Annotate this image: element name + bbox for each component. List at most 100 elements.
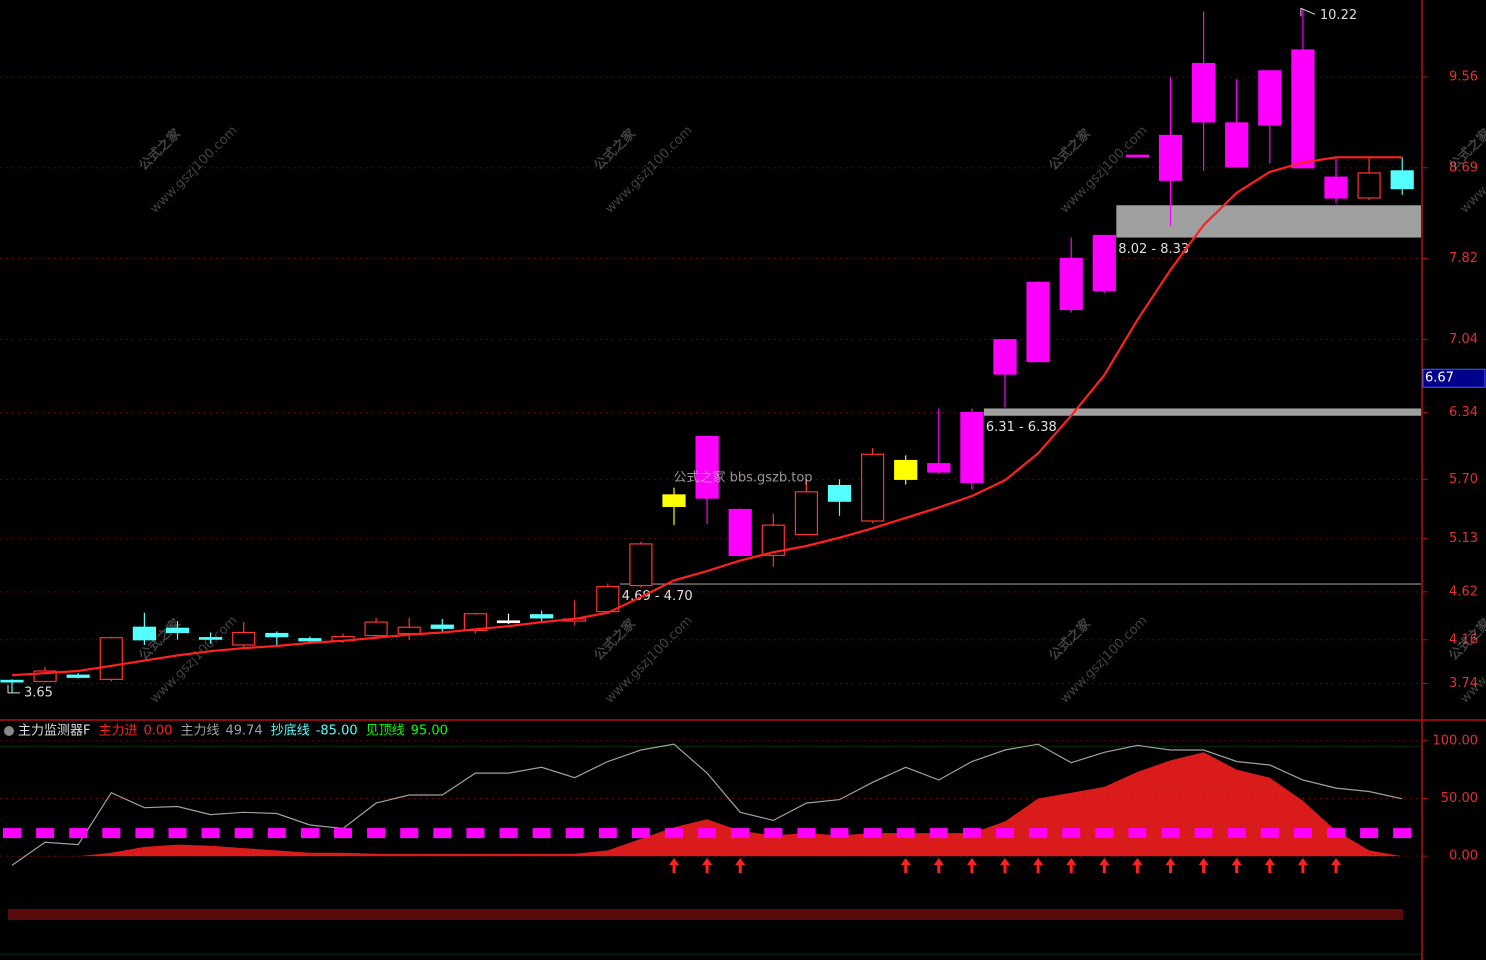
signal-arrow <box>1000 858 1010 873</box>
dash-mark <box>830 828 849 839</box>
signal-arrow <box>735 858 746 873</box>
dash-mark <box>731 828 750 839</box>
dash-mark <box>565 828 584 839</box>
candle-body <box>927 463 951 473</box>
signal-arrow <box>933 858 944 873</box>
signal-arrow <box>1099 858 1110 873</box>
candle-body <box>232 631 256 646</box>
y-tick-label: 0.00 <box>1449 849 1478 864</box>
price-zone <box>1116 205 1421 238</box>
dash-mark <box>996 828 1014 839</box>
y-tick-label: 9.56 <box>1449 70 1478 85</box>
dash-mark <box>466 828 485 839</box>
indicator-title: 主力监测器F <box>18 724 90 739</box>
dash-mark <box>1029 828 1048 839</box>
dash-mark <box>234 828 253 839</box>
y-tick-label: 6.34 <box>1449 405 1478 420</box>
candle-body <box>397 626 421 635</box>
dash-mark <box>168 828 187 839</box>
zone-label: 6.31 - 6.38 <box>986 420 1057 435</box>
dash-mark <box>267 828 286 839</box>
high-marker <box>1300 7 1316 17</box>
area <box>12 752 1403 857</box>
dash-mark <box>201 828 220 839</box>
dash-mark <box>631 828 650 839</box>
candle-body <box>66 674 90 678</box>
legend-name: 见顶线 <box>366 724 405 739</box>
candle-body <box>1390 170 1414 190</box>
candle-body <box>430 624 454 629</box>
dash-mark <box>300 828 319 839</box>
dash-mark <box>1194 828 1213 839</box>
signal-arrow <box>1132 858 1143 873</box>
low-label: 3.65 <box>24 685 53 700</box>
y-tick-label: 7.04 <box>1449 332 1478 347</box>
candle-body <box>695 435 719 499</box>
dash-mark <box>1293 828 1312 839</box>
candle-body <box>529 614 554 619</box>
legend-icon <box>4 726 14 736</box>
y-tick-label: 5.70 <box>1449 472 1478 487</box>
signal-arrow <box>1331 858 1341 873</box>
y-tick-label: 4.16 <box>1449 632 1478 647</box>
candle-body <box>662 494 686 507</box>
watermark-main: 公式之家 bbs.gszb.top <box>673 470 812 486</box>
y-tick-label: 5.13 <box>1449 531 1478 546</box>
dash-mark <box>698 828 717 839</box>
candle-body <box>1059 257 1083 311</box>
dash-mark <box>797 828 816 839</box>
y-tick-label: 7.82 <box>1449 251 1478 266</box>
y-tick-label: 3.74 <box>1449 676 1478 691</box>
ma-line <box>11 156 1403 677</box>
legend-value: 95.00 <box>411 724 448 739</box>
dash-mark <box>334 828 352 839</box>
dash-mark <box>962 828 981 839</box>
dash-mark <box>69 828 88 839</box>
dash-mark <box>102 828 121 839</box>
signal-arrow <box>900 858 911 873</box>
legend-name: 主力进 <box>98 724 137 739</box>
candle-body <box>1191 62 1216 123</box>
dash-mark <box>1393 828 1412 839</box>
dash-mark <box>532 828 551 839</box>
dash-mark <box>1327 828 1345 839</box>
dash-mark <box>499 828 518 839</box>
candle-body <box>0 679 24 683</box>
candle-body <box>1357 172 1381 199</box>
series-line <box>11 743 1403 866</box>
dash-mark <box>665 828 683 839</box>
price-zone <box>983 408 1421 416</box>
y-tick-label: 50.00 <box>1441 791 1478 806</box>
candle-body <box>860 453 885 522</box>
price-zone <box>619 583 1421 585</box>
dash-mark <box>367 828 386 839</box>
candle-body <box>496 620 521 624</box>
candle-body <box>298 638 322 642</box>
signal-arrow <box>966 858 977 873</box>
legend-value: 49.74 <box>225 724 262 739</box>
candle-body <box>199 637 223 640</box>
candle-body <box>33 670 57 683</box>
candle-body <box>1324 176 1348 199</box>
zone-label: 8.02 - 8.33 <box>1118 242 1189 257</box>
candle-body <box>794 491 819 536</box>
candle-body <box>1158 134 1183 181</box>
signal-arrow <box>1231 858 1242 873</box>
signal-arrow <box>1198 858 1209 873</box>
candle-body <box>629 543 653 587</box>
bottom-bar <box>8 909 1403 920</box>
dash-mark <box>929 828 948 839</box>
dash-mark <box>1260 828 1279 839</box>
dash-mark <box>36 828 55 839</box>
candle-body <box>1026 281 1050 363</box>
candle-body <box>894 459 918 480</box>
dash-mark <box>863 828 882 839</box>
zone-label: 4.69 - 4.70 <box>622 589 693 604</box>
dash-mark <box>1360 828 1379 839</box>
candle-body <box>265 632 289 638</box>
candle-body <box>364 621 388 637</box>
dash-mark <box>1062 828 1081 839</box>
legend-name: 抄底线 <box>271 723 310 739</box>
candle-body <box>993 339 1017 375</box>
candle-body <box>1125 154 1150 158</box>
